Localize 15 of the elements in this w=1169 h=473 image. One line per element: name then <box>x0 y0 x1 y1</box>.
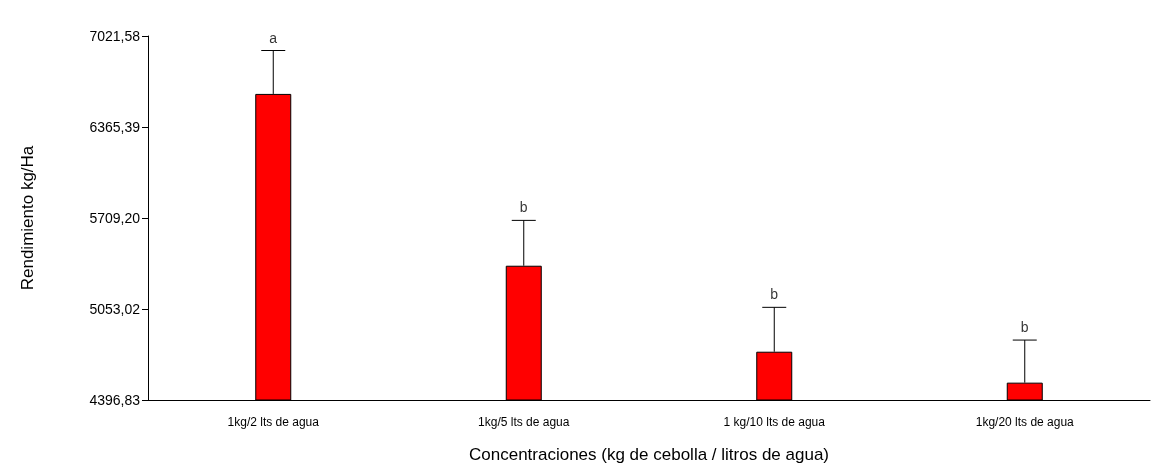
y-axis-title: Rendimiento kg/Ha <box>18 145 37 291</box>
y-tick-label: 7021,58 <box>89 28 141 44</box>
y-tick-label: 4396,83 <box>89 392 141 408</box>
annotation: b <box>1020 319 1029 336</box>
annotation: b <box>770 286 779 303</box>
y-tick-label: 5709,20 <box>89 210 141 226</box>
x-tick-label: 1 kg/10 lts de agua <box>723 415 826 429</box>
x-tick-label: 1kg/20 lts de agua <box>975 415 1075 429</box>
annotation: b <box>519 199 528 216</box>
annotation: a <box>269 29 278 46</box>
y-tick-label: 6365,39 <box>89 119 141 135</box>
x-tick-label: 1kg/2 lts de agua <box>227 415 320 429</box>
x-axis-title: Concentraciones (kg de cebolla / litros de agua) <box>468 445 830 464</box>
y-tick-label: 5053,02 <box>89 301 141 317</box>
x-tick-label: 1kg/5 lts de agua <box>478 415 570 429</box>
